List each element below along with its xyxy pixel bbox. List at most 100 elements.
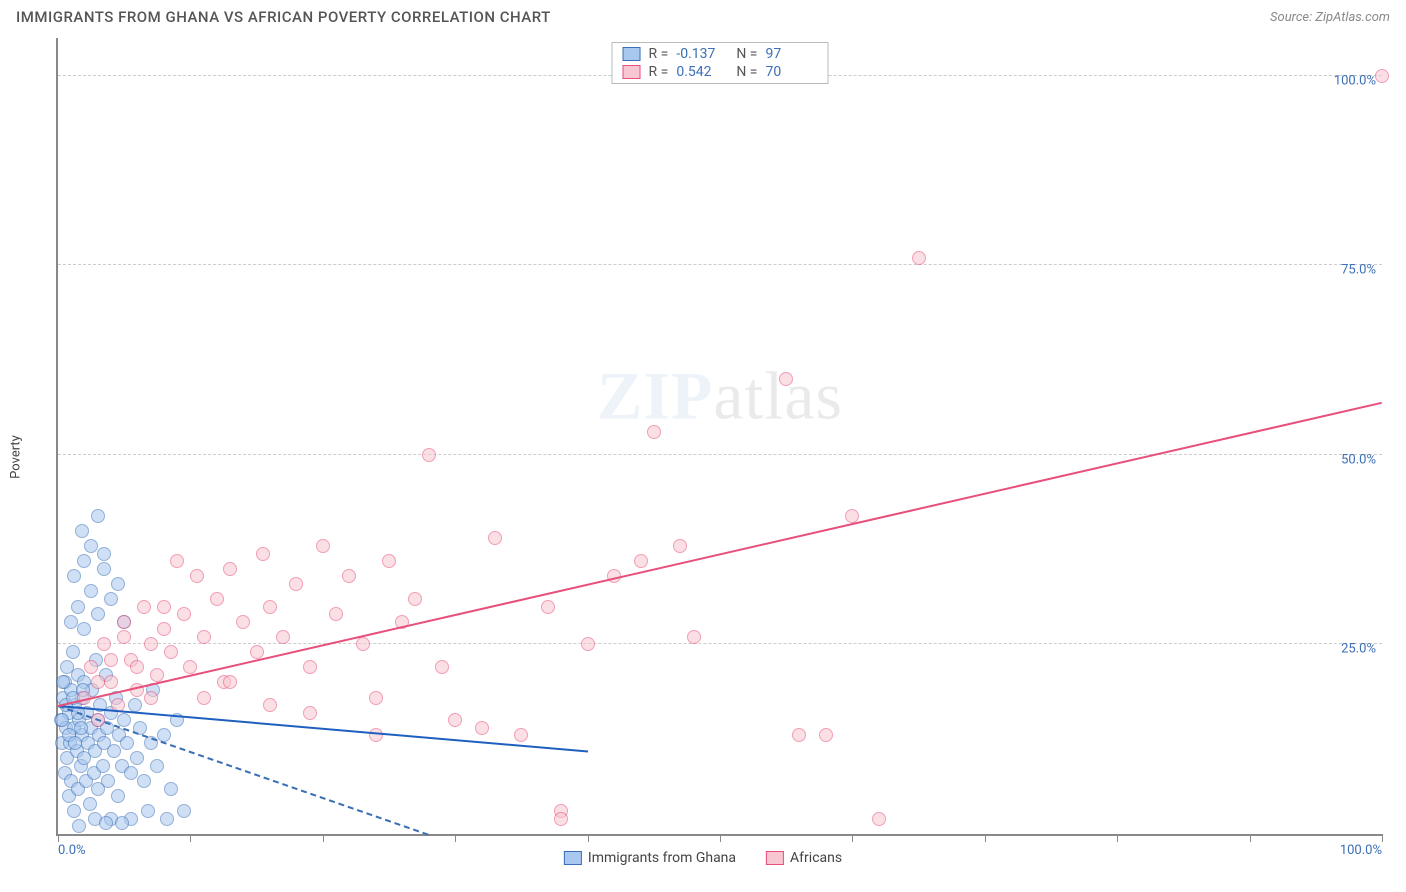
data-point xyxy=(197,691,211,705)
data-point xyxy=(872,812,886,826)
data-point xyxy=(84,539,98,553)
data-point xyxy=(779,372,793,386)
data-point xyxy=(56,675,70,689)
data-point xyxy=(276,630,290,644)
x-tick xyxy=(720,834,721,842)
legend-swatch xyxy=(564,851,582,865)
legend-row: R =0.542N =70 xyxy=(613,63,828,81)
legend-r-key: R = xyxy=(649,46,669,62)
data-point xyxy=(75,524,89,538)
x-tick xyxy=(190,834,191,842)
x-axis-max-label: 100.0% xyxy=(1340,843,1382,858)
data-point xyxy=(77,554,91,568)
gridline xyxy=(58,264,1382,265)
y-axis-label: Poverty xyxy=(9,435,24,479)
data-point xyxy=(541,600,555,614)
data-point xyxy=(111,577,125,591)
data-point xyxy=(91,607,105,621)
data-point xyxy=(422,448,436,462)
data-point xyxy=(107,744,121,758)
data-point xyxy=(141,804,155,818)
data-point xyxy=(177,804,191,818)
data-point xyxy=(117,630,131,644)
legend-swatch xyxy=(623,65,641,79)
gridline xyxy=(58,454,1382,455)
data-point xyxy=(223,675,237,689)
series-legend: Immigrants from GhanaAfricans xyxy=(556,850,850,866)
x-tick xyxy=(588,834,589,842)
data-point xyxy=(316,539,330,553)
data-point xyxy=(160,812,174,826)
x-tick xyxy=(985,834,986,842)
data-point xyxy=(130,660,144,674)
data-point xyxy=(303,660,317,674)
data-point xyxy=(117,615,131,629)
x-tick xyxy=(1117,834,1118,842)
data-point xyxy=(263,698,277,712)
data-point xyxy=(687,630,701,644)
data-point xyxy=(435,660,449,674)
data-point xyxy=(72,819,86,833)
data-point xyxy=(289,577,303,591)
data-point xyxy=(369,691,383,705)
data-point xyxy=(475,721,489,735)
data-point xyxy=(1375,69,1389,83)
data-point xyxy=(97,562,111,576)
data-point xyxy=(157,622,171,636)
data-point xyxy=(183,660,197,674)
x-tick xyxy=(852,834,853,842)
data-point xyxy=(912,251,926,265)
data-point xyxy=(96,759,110,773)
data-point xyxy=(329,607,343,621)
plot-area: ZIPatlas R =-0.137N =97R =0.542N =70 25.… xyxy=(56,38,1382,836)
data-point xyxy=(673,539,687,553)
data-point xyxy=(164,645,178,659)
y-tick-label: 100.0% xyxy=(1334,73,1376,88)
data-point xyxy=(55,713,69,727)
legend-n-val: 70 xyxy=(765,64,817,80)
data-point xyxy=(581,637,595,651)
data-point xyxy=(64,615,78,629)
data-point xyxy=(144,691,158,705)
data-point xyxy=(83,797,97,811)
legend-n-val: 97 xyxy=(765,46,817,62)
data-point xyxy=(71,600,85,614)
x-tick xyxy=(455,834,456,842)
data-point xyxy=(236,615,250,629)
x-tick xyxy=(58,834,59,842)
y-tick-label: 75.0% xyxy=(1341,263,1376,278)
data-point xyxy=(792,728,806,742)
data-point xyxy=(84,660,98,674)
data-point xyxy=(223,562,237,576)
legend-r-key: R = xyxy=(649,64,669,80)
y-tick-label: 25.0% xyxy=(1341,642,1376,657)
data-point xyxy=(68,736,82,750)
legend-r-val: 0.542 xyxy=(676,64,728,80)
data-point xyxy=(97,547,111,561)
data-point xyxy=(382,554,396,568)
correlation-legend: R =-0.137N =97R =0.542N =70 xyxy=(612,42,829,84)
data-point xyxy=(819,728,833,742)
x-tick xyxy=(1250,834,1251,842)
data-point xyxy=(120,736,134,750)
data-point xyxy=(845,509,859,523)
data-point xyxy=(91,509,105,523)
data-point xyxy=(250,645,264,659)
data-point xyxy=(263,600,277,614)
legend-swatch xyxy=(766,851,784,865)
data-point xyxy=(210,592,224,606)
data-point xyxy=(97,637,111,651)
data-point xyxy=(369,728,383,742)
data-point xyxy=(150,668,164,682)
data-point xyxy=(91,675,105,689)
data-point xyxy=(137,600,151,614)
data-point xyxy=(74,721,88,735)
data-point xyxy=(117,713,131,727)
data-point xyxy=(67,804,81,818)
data-point xyxy=(77,622,91,636)
data-point xyxy=(634,554,648,568)
legend-series: Immigrants from Ghana xyxy=(564,850,736,866)
data-point xyxy=(67,569,81,583)
data-point xyxy=(104,675,118,689)
x-tick xyxy=(1382,834,1383,842)
